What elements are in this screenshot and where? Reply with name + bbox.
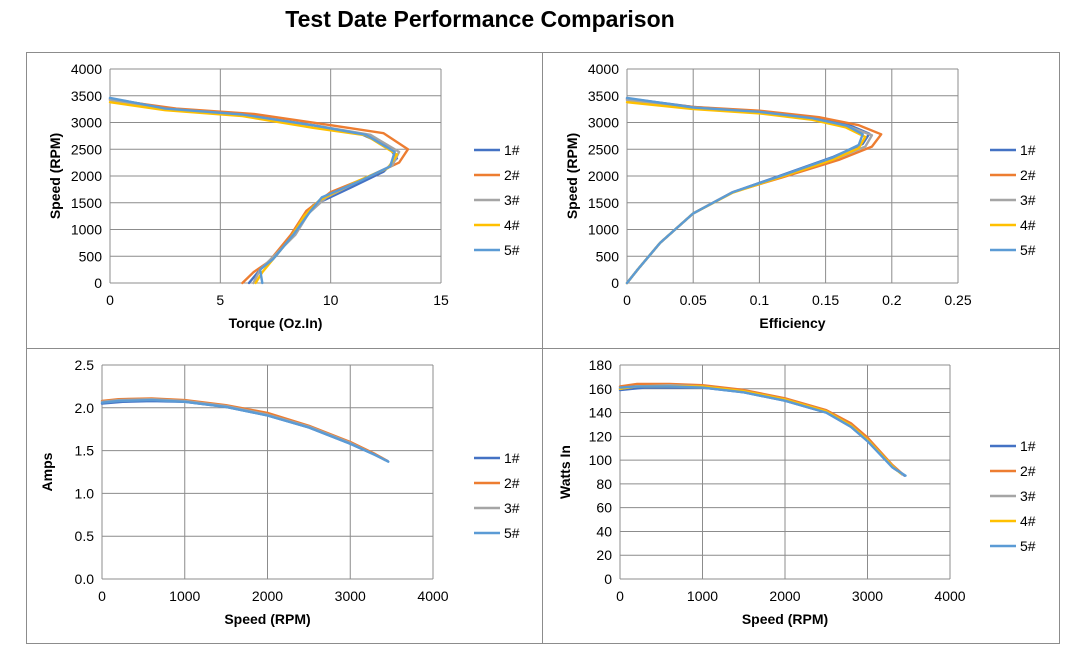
y-tick-label: 140 xyxy=(589,405,613,421)
legend-label: 2# xyxy=(1020,167,1036,183)
legend-label: 2# xyxy=(1020,463,1036,479)
legend-label: 5# xyxy=(504,525,520,541)
x-axis-label: Torque (Oz.In) xyxy=(229,315,323,331)
y-tick-label: 1500 xyxy=(71,195,102,211)
y-tick-label: 180 xyxy=(589,357,613,373)
y-tick-label: 0 xyxy=(611,275,619,291)
y-tick-label: 0 xyxy=(94,275,102,291)
y-tick-label: 1000 xyxy=(588,222,619,238)
y-tick-label: 40 xyxy=(596,523,612,539)
y-tick-label: 3500 xyxy=(71,88,102,104)
x-tick-label: 3000 xyxy=(852,588,883,604)
x-tick-label: 2000 xyxy=(252,588,283,604)
y-tick-label: 500 xyxy=(596,248,620,264)
legend-label: 3# xyxy=(1020,488,1036,504)
series-line-3 xyxy=(625,98,874,285)
series-line-2 xyxy=(108,98,410,285)
y-tick-label: 60 xyxy=(596,500,612,516)
y-tick-label: 1500 xyxy=(588,195,619,211)
y-tick-label: 20 xyxy=(596,547,612,563)
x-axis-label: Speed (RPM) xyxy=(742,611,828,627)
x-tick-label: 5 xyxy=(216,292,224,308)
y-tick-label: 2000 xyxy=(588,168,619,184)
x-tick-label: 0 xyxy=(106,292,114,308)
x-tick-label: 15 xyxy=(433,292,449,308)
y-axis-label: Speed (RPM) xyxy=(47,133,63,219)
y-axis-label: Amps xyxy=(39,452,55,491)
legend-label: 1# xyxy=(1020,142,1036,158)
x-tick-label: 0.15 xyxy=(812,292,839,308)
y-tick-label: 1000 xyxy=(71,222,102,238)
series-line-5 xyxy=(108,96,396,285)
horizontal-divider xyxy=(26,348,1060,349)
series-line-1 xyxy=(625,97,871,285)
y-tick-label: 0.5 xyxy=(75,528,95,544)
x-tick-label: 1000 xyxy=(169,588,200,604)
x-tick-label: 10 xyxy=(323,292,339,308)
x-tick-label: 3000 xyxy=(335,588,366,604)
legend-label: 1# xyxy=(1020,438,1036,454)
y-tick-label: 120 xyxy=(589,428,613,444)
x-tick-label: 0 xyxy=(616,588,624,604)
page-title: Test Date Performance Comparison xyxy=(285,6,675,32)
y-tick-label: 2.0 xyxy=(75,400,95,416)
x-tick-label: 4000 xyxy=(417,588,448,604)
y-tick-label: 500 xyxy=(79,248,103,264)
legend-label: 5# xyxy=(1020,538,1036,554)
y-tick-label: 0.0 xyxy=(75,571,95,587)
y-tick-label: 3000 xyxy=(588,115,619,131)
legend-label: 1# xyxy=(504,450,520,466)
series-line-1 xyxy=(108,97,399,285)
y-tick-label: 3000 xyxy=(71,115,102,131)
y-tick-label: 80 xyxy=(596,476,612,492)
y-tick-label: 2500 xyxy=(588,141,619,157)
series-line-5 xyxy=(618,385,907,477)
y-tick-label: 2000 xyxy=(71,168,102,184)
legend-label: 4# xyxy=(1020,217,1036,233)
x-tick-label: 0.1 xyxy=(750,292,770,308)
legend-label: 3# xyxy=(504,192,520,208)
y-tick-label: 1.5 xyxy=(75,443,95,459)
x-axis-label: Efficiency xyxy=(759,315,825,331)
legend-label: 1# xyxy=(504,142,520,158)
x-tick-label: 1000 xyxy=(687,588,718,604)
y-tick-label: 2500 xyxy=(71,141,102,157)
y-tick-label: 3500 xyxy=(588,88,619,104)
legend-label: 2# xyxy=(504,167,520,183)
y-tick-label: 2.5 xyxy=(75,357,95,373)
legend-label: 3# xyxy=(1020,192,1036,208)
y-tick-label: 4000 xyxy=(588,61,619,77)
x-tick-label: 0.2 xyxy=(882,292,902,308)
y-tick-label: 100 xyxy=(589,452,613,468)
legend-label: 4# xyxy=(1020,513,1036,529)
y-tick-label: 0 xyxy=(604,571,612,587)
y-axis-label: Watts In xyxy=(557,445,573,499)
legend-label: 2# xyxy=(504,475,520,491)
y-tick-label: 1.0 xyxy=(75,485,95,501)
legend-label: 5# xyxy=(1020,242,1036,258)
x-tick-label: 0.25 xyxy=(944,292,971,308)
y-tick-label: 4000 xyxy=(71,61,102,77)
legend-label: 5# xyxy=(504,242,520,258)
series-line-3 xyxy=(108,98,401,285)
legend-label: 4# xyxy=(504,217,520,233)
y-axis-label: Speed (RPM) xyxy=(564,133,580,219)
legend-label: 3# xyxy=(504,500,520,516)
x-axis-label: Speed (RPM) xyxy=(224,611,310,627)
x-tick-label: 4000 xyxy=(934,588,965,604)
x-tick-label: 0 xyxy=(98,588,106,604)
x-tick-label: 0.05 xyxy=(680,292,707,308)
x-tick-label: 2000 xyxy=(769,588,800,604)
series-line-5 xyxy=(625,96,864,285)
y-tick-label: 160 xyxy=(589,381,613,397)
series-line-2 xyxy=(618,382,905,476)
x-tick-label: 0 xyxy=(623,292,631,308)
series-line-5 xyxy=(100,398,390,463)
